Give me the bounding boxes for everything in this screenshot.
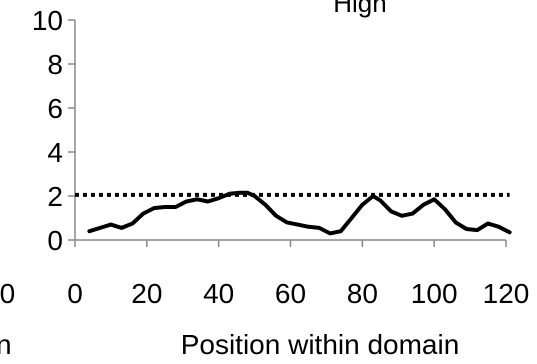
x-tick-label: 100 [411, 278, 458, 309]
clipped-left-label-top: 00 [0, 278, 15, 309]
y-tick-label: 10 [32, 5, 63, 36]
y-tick-label: 2 [47, 181, 63, 212]
x-tick-label: 40 [203, 278, 234, 309]
clipped-left-label-bottom: n [0, 329, 12, 360]
y-tick-label: 8 [47, 49, 63, 80]
x-tick-label: 60 [275, 278, 306, 309]
y-tick-label: 0 [47, 225, 63, 256]
chart-title: High [333, 0, 386, 18]
data-line [87, 190, 512, 236]
x-axis-label: Position within domain [181, 329, 460, 360]
x-tick-label: 120 [483, 278, 530, 309]
y-tick-label: 4 [47, 137, 63, 168]
chart-axes [68, 19, 507, 247]
x-tick-label: 20 [131, 278, 162, 309]
y-tick-label: 6 [47, 93, 63, 124]
series-group [75, 190, 512, 236]
x-tick-label: 80 [347, 278, 378, 309]
x-tick-label: 0 [67, 278, 83, 309]
